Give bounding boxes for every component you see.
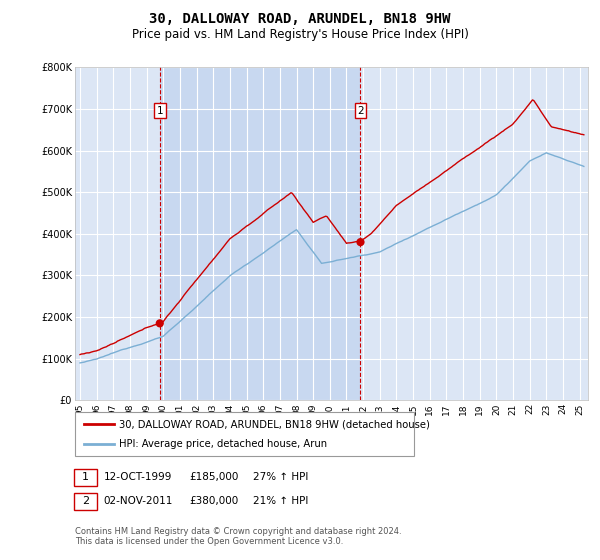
Text: HPI: Average price, detached house, Arun: HPI: Average price, detached house, Arun	[119, 439, 327, 449]
Text: 21% ↑ HPI: 21% ↑ HPI	[253, 496, 308, 506]
Text: 27% ↑ HPI: 27% ↑ HPI	[253, 472, 308, 482]
Text: 2: 2	[82, 496, 89, 506]
Text: Contains HM Land Registry data © Crown copyright and database right 2024.
This d: Contains HM Land Registry data © Crown c…	[75, 526, 401, 546]
Bar	[160, 67, 361, 400]
Text: 30, DALLOWAY ROAD, ARUNDEL, BN18 9HW (detached house): 30, DALLOWAY ROAD, ARUNDEL, BN18 9HW (de…	[119, 419, 430, 429]
Text: £380,000: £380,000	[190, 496, 239, 506]
Text: 1: 1	[157, 105, 163, 115]
Text: Price paid vs. HM Land Registry's House Price Index (HPI): Price paid vs. HM Land Registry's House …	[131, 28, 469, 41]
Point	[155, 319, 164, 328]
Text: 30, DALLOWAY ROAD, ARUNDEL, BN18 9HW: 30, DALLOWAY ROAD, ARUNDEL, BN18 9HW	[149, 12, 451, 26]
Text: 12-OCT-1999: 12-OCT-1999	[104, 472, 172, 482]
Text: 1: 1	[82, 472, 89, 482]
Point	[356, 237, 365, 246]
Text: 02-NOV-2011: 02-NOV-2011	[104, 496, 173, 506]
Text: 2: 2	[357, 105, 364, 115]
Text: £185,000: £185,000	[190, 472, 239, 482]
